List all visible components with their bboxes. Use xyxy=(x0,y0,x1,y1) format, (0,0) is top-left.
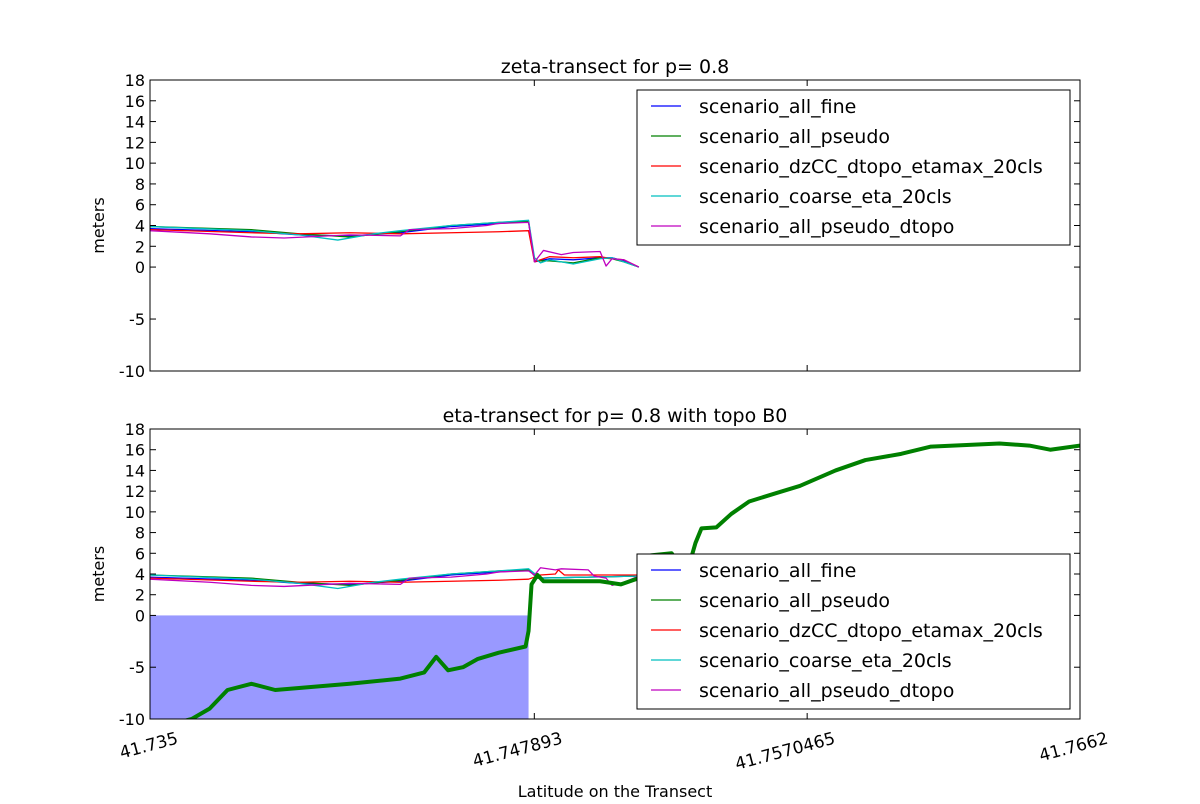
y-tick-label: 16 xyxy=(125,441,145,460)
y-tick-label: 18 xyxy=(125,420,145,439)
legend-label: scenario_coarse_eta_20cls xyxy=(699,650,952,672)
legend-box xyxy=(636,89,1071,246)
y-tick-label: 14 xyxy=(125,113,145,132)
series-line-scenario_all_pseudo_dtopo xyxy=(150,221,640,268)
chart-title: eta-transect for p= 0.8 with topo B0 xyxy=(443,405,788,427)
legend-label: scenario_dzCC_dtopo_etamax_20cls xyxy=(699,156,1043,178)
legend-label: scenario_dzCC_dtopo_etamax_20cls xyxy=(699,620,1043,642)
y-tick-label: 4 xyxy=(135,565,145,584)
plot-area xyxy=(150,219,640,268)
y-tick-label: -10 xyxy=(119,710,145,729)
series-line-scenario_all_pseudo_dtopo xyxy=(150,567,640,588)
y-tick-label: 8 xyxy=(135,524,145,543)
y-tick-label: 16 xyxy=(125,92,145,111)
legend-label: scenario_all_pseudo_dtopo xyxy=(699,216,954,238)
legend-label: scenario_all_fine xyxy=(699,96,856,118)
y-tick-label: 10 xyxy=(125,154,145,173)
legend: scenario_all_fine scenario_all_pseudoscen… xyxy=(636,89,1071,246)
y-tick-label: 10 xyxy=(125,503,145,522)
plot-area xyxy=(150,441,1080,719)
y-tick-label: -5 xyxy=(129,658,145,677)
y-tick-label: 2 xyxy=(135,586,145,605)
y-axis-label: meters xyxy=(89,546,108,602)
topo-line xyxy=(183,441,1080,719)
y-tick-label: 14 xyxy=(125,461,145,480)
legend-box xyxy=(636,553,1071,710)
legend-label: scenario_all_fine xyxy=(699,560,856,582)
chart-title: zeta-transect for p= 0.8 xyxy=(501,56,729,78)
y-tick-label: 0 xyxy=(135,258,145,277)
x-tick-label: 41.7662 xyxy=(1037,729,1110,767)
y-tick-label: 6 xyxy=(135,544,145,563)
series-line-scenario_coarse_eta_20cls xyxy=(150,219,640,268)
y-tick-label: 0 xyxy=(135,606,145,625)
y-tick-label: -10 xyxy=(119,362,145,381)
y-tick-label: 2 xyxy=(135,237,145,256)
legend-label: scenario_coarse_eta_20cls xyxy=(699,186,952,208)
y-tick-label: 8 xyxy=(135,175,145,194)
y-tick-label: 12 xyxy=(125,133,145,152)
y-tick-label: 6 xyxy=(135,196,145,215)
legend: scenario_all_fine scenario_all_pseudoscen… xyxy=(636,553,1071,710)
x-tick-label: 41.747893 xyxy=(471,729,565,772)
y-tick-label: 12 xyxy=(125,482,145,501)
y-tick-label: 18 xyxy=(125,71,145,90)
x-axis-label: Latitude on the Transect xyxy=(518,782,713,800)
y-axis-label: meters xyxy=(89,197,108,253)
water-fill xyxy=(150,615,529,719)
series-line-scenario_coarse_eta_20cls xyxy=(150,568,639,590)
x-tick-label: 41.735 xyxy=(118,729,181,764)
x-tick-label: 41.7570465 xyxy=(733,729,837,775)
legend-label: scenario_all_pseudo_dtopo xyxy=(699,680,954,702)
y-tick-label: -5 xyxy=(129,310,145,329)
y-tick-label: 4 xyxy=(135,217,145,236)
series-line-scenario_all_pseudo xyxy=(150,220,640,268)
legend-label: scenario_all_pseudo xyxy=(699,590,890,612)
legend-label: scenario_all_pseudo xyxy=(699,126,890,148)
